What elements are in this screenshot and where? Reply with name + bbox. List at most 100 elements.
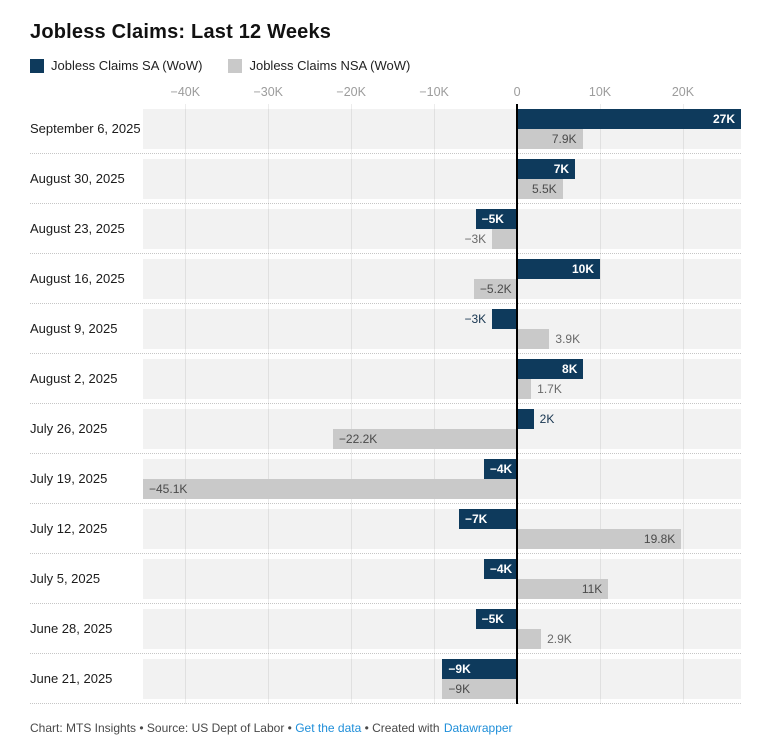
table-row: August 23, 2025 −5K −3K xyxy=(30,204,741,254)
row-date-label: July 26, 2025 xyxy=(30,421,108,436)
table-row: June 28, 2025 −5K 2.9K xyxy=(30,604,741,654)
row-date-label: June 28, 2025 xyxy=(30,621,113,636)
x-axis: −40K −30K −20K −10K 0 10K 20K xyxy=(143,85,741,100)
row-date-label: July 19, 2025 xyxy=(30,471,108,486)
bar-value-label: −5.2K xyxy=(479,281,512,296)
footer-separator: • xyxy=(284,721,296,735)
axis-tick-label: 10K xyxy=(588,85,612,99)
row-band: 27K 7.9K xyxy=(143,108,741,149)
table-row: July 5, 2025 −4K 11K xyxy=(30,554,741,604)
page-title: Jobless Claims: Last 12 Weeks xyxy=(30,21,332,43)
footer-chart-credit: Chart: MTS Insights xyxy=(30,721,137,735)
bar-value-label: −22.2K xyxy=(338,431,378,446)
table-row: August 2, 2025 8K 1.7K xyxy=(30,354,741,404)
bar-nsa[interactable]: 7.9K xyxy=(517,128,583,149)
legend-label-sa: Jobless Claims SA (WoW) xyxy=(51,58,203,73)
bar-sa[interactable]: −5K xyxy=(475,608,518,629)
bar-sa[interactable]: 8K xyxy=(517,358,584,379)
row-band: 7K 5.5K xyxy=(143,158,741,199)
row-date-label: July 5, 2025 xyxy=(30,571,101,586)
bar-nsa[interactable] xyxy=(517,378,532,399)
table-row: June 21, 2025 −9K −9K xyxy=(30,654,741,704)
row-band: −7K 19.8K xyxy=(143,508,741,549)
bar-sa[interactable] xyxy=(492,308,518,329)
bar-nsa[interactable] xyxy=(517,328,550,349)
table-row: July 26, 2025 2K −22.2K xyxy=(30,404,741,454)
axis-tick-label: −10K xyxy=(419,85,449,99)
row-band: 10K −5.2K xyxy=(143,258,741,299)
bar-value-label: 7K xyxy=(553,161,570,176)
row-band: −5K −3K xyxy=(143,208,741,249)
row-band: −5K 2.9K xyxy=(143,608,741,649)
bar-sa[interactable]: 27K xyxy=(517,108,741,129)
plot-area: September 6, 2025 27K 7.9K August 30, 2025 7… xyxy=(30,104,741,704)
bar-nsa[interactable]: 5.5K xyxy=(517,178,563,199)
bar-nsa[interactable]: 19.8K xyxy=(517,528,682,549)
table-row: August 30, 2025 7K 5.5K xyxy=(30,154,741,204)
legend-item-sa: Jobless Claims SA (WoW) xyxy=(30,58,202,73)
bar-sa[interactable]: −9K xyxy=(442,658,518,679)
row-date-label: August 30, 2025 xyxy=(30,171,125,186)
bar-value-label: −9K xyxy=(448,681,471,696)
bar-value-label: 7.9K xyxy=(551,131,577,146)
datawrapper-link[interactable]: Datawrapper xyxy=(443,721,513,735)
bar-value-label: 1.7K xyxy=(537,381,562,396)
table-row: August 16, 2025 10K −5.2K xyxy=(30,254,741,304)
bar-value-label: 8K xyxy=(562,361,578,376)
bar-sa[interactable]: −5K xyxy=(475,208,518,229)
bar-sa[interactable]: −4K xyxy=(483,558,518,579)
footer: Chart: MTS Insights • Source: US Dept of… xyxy=(30,721,741,735)
table-row: September 6, 2025 27K 7.9K xyxy=(30,104,741,154)
bar-sa[interactable]: 7K xyxy=(517,158,576,179)
bar-value-label: −5K xyxy=(481,211,504,226)
bar-value-label: −4K xyxy=(489,561,513,576)
row-date-label: July 12, 2025 xyxy=(30,521,108,536)
footer-source: Source: US Dept of Labor xyxy=(146,721,285,735)
bar-value-label: 2.9K xyxy=(547,631,572,646)
row-date-label: August 16, 2025 xyxy=(30,271,125,286)
bar-value-label: −7K xyxy=(465,511,488,526)
bar-sa[interactable]: −4K xyxy=(483,458,518,479)
nsa-swatch-icon xyxy=(228,58,243,73)
bar-nsa[interactable]: −9K xyxy=(442,678,518,699)
axis-tick-label: 0 xyxy=(513,85,521,99)
legend-item-nsa: Jobless Claims NSA (WoW) xyxy=(228,58,410,73)
bar-nsa[interactable]: −5.2K xyxy=(473,278,518,299)
bar-nsa[interactable] xyxy=(517,628,542,649)
row-date-label: August 23, 2025 xyxy=(30,221,125,236)
legend-label-nsa: Jobless Claims NSA (WoW) xyxy=(249,58,411,73)
row-date-label: June 21, 2025 xyxy=(30,671,113,686)
bar-nsa[interactable] xyxy=(492,228,518,249)
row-band: −4K 11K xyxy=(143,558,741,599)
axis-tick-label: −20K xyxy=(336,85,366,99)
bar-value-label: 11K xyxy=(581,581,603,596)
footer-separator: • xyxy=(361,721,373,735)
bar-value-label: −4K xyxy=(489,461,513,476)
legend: Jobless Claims SA (WoW) Jobless Claims N… xyxy=(30,58,741,73)
row-date-label: August 9, 2025 xyxy=(30,321,118,336)
get-the-data-link[interactable]: Get the data xyxy=(295,721,362,735)
bar-value-label: −5K xyxy=(481,611,504,626)
bar-sa[interactable]: −7K xyxy=(459,508,518,529)
bar-value-label: 2K xyxy=(539,411,555,426)
bar-value-label: −3K xyxy=(464,311,487,326)
footer-created-with: Created with xyxy=(372,721,440,735)
bar-sa[interactable]: 10K xyxy=(517,258,600,279)
bar-value-label: 5.5K xyxy=(531,181,557,196)
bar-value-label: −3K xyxy=(464,231,487,246)
bar-value-label: 10K xyxy=(571,261,594,276)
bar-nsa[interactable]: −22.2K xyxy=(332,428,518,449)
table-row: July 12, 2025 −7K 19.8K xyxy=(30,504,741,554)
bar-sa[interactable] xyxy=(517,408,534,429)
bar-value-label: −9K xyxy=(448,661,471,676)
row-date-label: September 6, 2025 xyxy=(30,121,141,136)
bar-value-label: 27K xyxy=(712,111,735,126)
table-row: August 9, 2025 −3K 3.9K xyxy=(30,304,741,354)
row-band: 8K 1.7K xyxy=(143,358,741,399)
bar-value-label: 19.8K xyxy=(643,531,676,546)
bar-nsa[interactable]: 11K xyxy=(517,578,609,599)
axis-tick-label: 20K xyxy=(671,85,695,99)
bar-value-label: 3.9K xyxy=(555,331,581,346)
bar-nsa[interactable]: −45.1K xyxy=(143,478,518,499)
